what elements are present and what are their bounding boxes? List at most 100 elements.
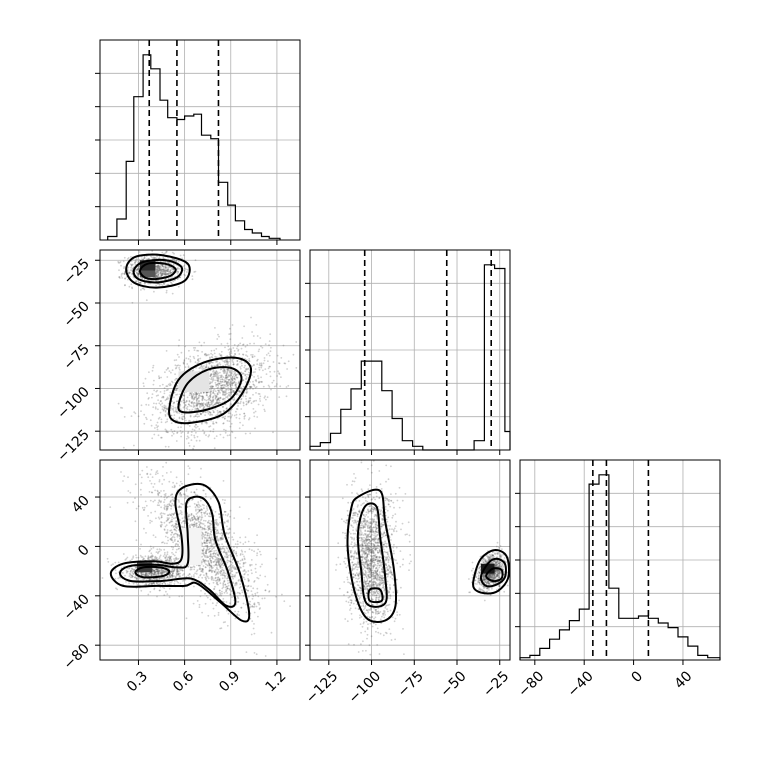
scatter-point <box>237 405 239 407</box>
scatter-point <box>153 570 156 573</box>
scatter-point <box>234 384 237 386</box>
scatter-point <box>159 385 161 387</box>
scatter-point <box>154 571 157 574</box>
scatter-point <box>218 543 221 546</box>
scatter-point <box>211 387 214 390</box>
scatter-point <box>225 396 227 399</box>
scatter-point <box>223 521 226 523</box>
scatter-point <box>197 402 200 405</box>
scatter-point <box>175 520 178 522</box>
scatter-point <box>147 258 150 261</box>
scatter-point <box>195 423 198 426</box>
scatter-point <box>175 476 178 479</box>
scatter-point <box>214 577 217 580</box>
scatter-point <box>174 410 177 412</box>
scatter-point <box>207 564 209 567</box>
scatter-point <box>210 561 213 564</box>
scatter-point <box>227 364 230 367</box>
scatter-point <box>204 511 207 514</box>
scatter-point <box>172 268 174 270</box>
scatter-point <box>228 379 231 381</box>
scatter-point <box>202 391 205 394</box>
scatter-point <box>202 429 204 432</box>
scatter-point <box>236 362 239 365</box>
scatter-point <box>201 351 204 353</box>
scatter-point <box>247 580 250 583</box>
scatter-point <box>171 568 174 571</box>
scatter-point <box>231 377 233 380</box>
scatter-point <box>208 406 210 408</box>
scatter-point <box>168 394 171 397</box>
scatter-point <box>154 489 157 492</box>
scatter-point <box>187 442 190 444</box>
scatter-point <box>287 360 290 363</box>
scatter-point <box>160 506 163 509</box>
scatter-point <box>182 398 185 400</box>
scatter-point <box>135 578 138 580</box>
scatter-point <box>175 520 178 523</box>
scatter-point <box>263 359 266 362</box>
scatter-point <box>193 401 195 404</box>
scatter-point <box>207 401 210 404</box>
scatter-point <box>165 289 168 292</box>
scatter-point <box>171 493 173 496</box>
scatter-point <box>164 535 167 538</box>
scatter-point <box>176 419 179 422</box>
scatter-point <box>181 418 184 421</box>
scatter-point <box>153 290 155 293</box>
scatter-point <box>224 415 227 418</box>
scatter-point <box>190 396 193 399</box>
scatter-point <box>195 395 198 398</box>
scatter-point <box>255 399 257 402</box>
scatter-point <box>175 440 178 442</box>
scatter-point <box>225 609 228 612</box>
scatter-point <box>160 452 162 454</box>
scatter-point <box>205 366 208 369</box>
scatter-point <box>235 568 238 571</box>
scatter-point <box>164 271 167 273</box>
scatter-point <box>200 402 203 405</box>
scatter-point <box>182 361 185 364</box>
scatter-point <box>225 373 228 376</box>
scatter-point <box>179 569 182 572</box>
scatter-point <box>251 605 254 607</box>
scatter-point <box>159 272 162 275</box>
scatter-point <box>228 371 231 374</box>
scatter-point <box>177 573 179 576</box>
scatter-point <box>222 392 224 394</box>
scatter-point <box>244 370 246 372</box>
scatter-point <box>174 379 176 381</box>
scatter-point <box>208 567 211 569</box>
scatter-point <box>226 392 228 395</box>
scatter-point <box>163 406 166 409</box>
scatter-point <box>117 577 120 580</box>
scatter-point <box>235 582 238 585</box>
scatter-point <box>164 266 167 269</box>
scatter-point <box>156 570 159 573</box>
scatter-point <box>141 506 144 509</box>
scatter-point <box>151 520 153 523</box>
scatter-point <box>222 405 225 408</box>
scatter-point <box>240 397 243 400</box>
scatter-point <box>178 576 181 578</box>
scatter-point <box>179 404 182 407</box>
scatter-point <box>253 603 256 605</box>
scatter-point <box>167 270 170 273</box>
scatter-point <box>213 349 216 352</box>
scatter-point <box>180 513 183 516</box>
scatter-point <box>253 376 256 378</box>
scatter-point <box>202 571 204 573</box>
scatter-point <box>210 374 212 377</box>
scatter-point <box>162 396 165 398</box>
scatter-point <box>168 573 171 576</box>
scatter-point <box>129 271 131 274</box>
scatter-point <box>155 573 157 576</box>
scatter-point <box>171 380 173 383</box>
scatter-point <box>163 390 166 392</box>
scatter-point <box>192 369 195 372</box>
scatter-point <box>254 410 257 413</box>
scatter-point <box>231 375 234 378</box>
scatter-point <box>139 282 142 285</box>
scatter-point <box>216 387 219 389</box>
scatter-point <box>196 519 199 521</box>
